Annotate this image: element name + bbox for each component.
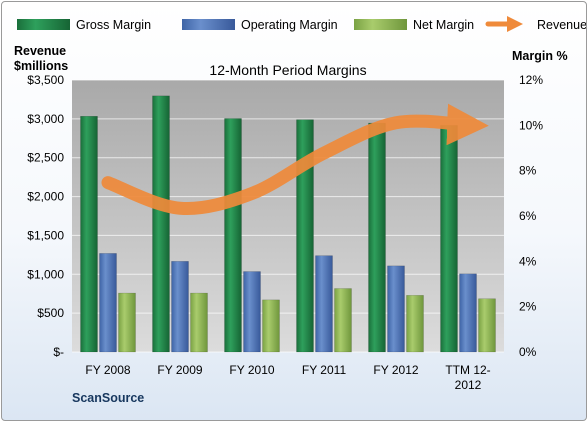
right-tick-label: 8% — [519, 164, 537, 178]
left-tick-label: $2,000 — [27, 190, 64, 204]
chart-title: 12-Month Period Margins — [209, 62, 366, 78]
bar-operating-margin — [459, 273, 477, 353]
bar-operating-margin — [315, 255, 333, 353]
legend-label-net-margin: Net Margin — [413, 18, 474, 32]
right-tick-label: 0% — [519, 345, 537, 359]
legend-swatch-net-margin — [354, 19, 407, 30]
right-tick-label: 12% — [519, 73, 543, 87]
right-tick-label: 4% — [519, 254, 537, 268]
category-label: FY 2011 — [302, 363, 347, 377]
revenue-line-path — [101, 103, 489, 215]
bar-net-margin — [334, 288, 352, 353]
left-axis-ticks: $- $500 $1,000 $1,500 $2,000 $2,500 $3,000 $3,5… — [27, 73, 64, 359]
right-axis-label: Margin % — [512, 49, 568, 63]
legend-label-operating-margin: Operating Margin — [241, 18, 338, 32]
left-tick-label: $3,000 — [27, 112, 64, 126]
bar-gross-margin — [440, 125, 458, 353]
bar-net-margin — [190, 292, 208, 353]
legend-swatch-gross-margin — [17, 19, 70, 30]
bar-operating-margin — [99, 253, 117, 353]
right-tick-label: 10% — [519, 118, 543, 132]
bar-net-margin — [118, 292, 136, 353]
legend: Gross Margin Operating Margin Net Margin… — [17, 15, 586, 33]
legend-label-gross-margin: Gross Margin — [76, 18, 151, 32]
bar-operating-margin — [387, 265, 405, 353]
legend-swatch-operating-margin — [182, 19, 235, 30]
left-tick-label: $500 — [37, 306, 64, 320]
bar-operating-margin — [171, 261, 189, 353]
bar-gross-margin — [368, 122, 386, 353]
category-label: 2012 — [455, 378, 482, 392]
bar-operating-margin — [243, 271, 261, 353]
bar-net-margin — [478, 298, 496, 353]
category-label: FY 2008 — [85, 363, 130, 377]
left-tick-label: $- — [53, 345, 64, 359]
bar-series — [80, 95, 496, 353]
bar-gross-margin — [80, 116, 98, 353]
left-tick-label: $1,000 — [27, 267, 64, 281]
legend-label-revenues: Revenues — [537, 18, 586, 32]
category-label: FY 2009 — [157, 363, 202, 377]
bar-net-margin — [262, 299, 280, 353]
category-label: FY 2012 — [373, 363, 418, 377]
left-tick-label: $2,500 — [27, 151, 64, 165]
bar-gross-margin — [296, 119, 314, 353]
bar-gross-margin — [224, 118, 242, 353]
bar-gross-margin — [152, 95, 170, 353]
bar-net-margin — [406, 295, 424, 353]
category-label: TTM 12- — [445, 363, 490, 377]
footer-label: ScanSource — [72, 391, 144, 405]
left-axis-label-line1: Revenue — [14, 44, 66, 58]
category-labels: FY 2008 FY 2009 FY 2010 FY 2011 FY 2012 TTM 1… — [85, 363, 490, 392]
right-tick-label: 2% — [519, 300, 537, 314]
left-tick-label: $3,500 — [27, 73, 64, 87]
left-tick-label: $1,500 — [27, 228, 64, 242]
category-label: FY 2010 — [229, 363, 274, 377]
right-axis-ticks: 0% 2% 4% 6% 8% 10% 12% — [519, 73, 543, 359]
right-tick-label: 6% — [519, 209, 537, 223]
revenue-line — [101, 103, 489, 215]
left-axis-label-line2: $millions — [14, 59, 68, 73]
